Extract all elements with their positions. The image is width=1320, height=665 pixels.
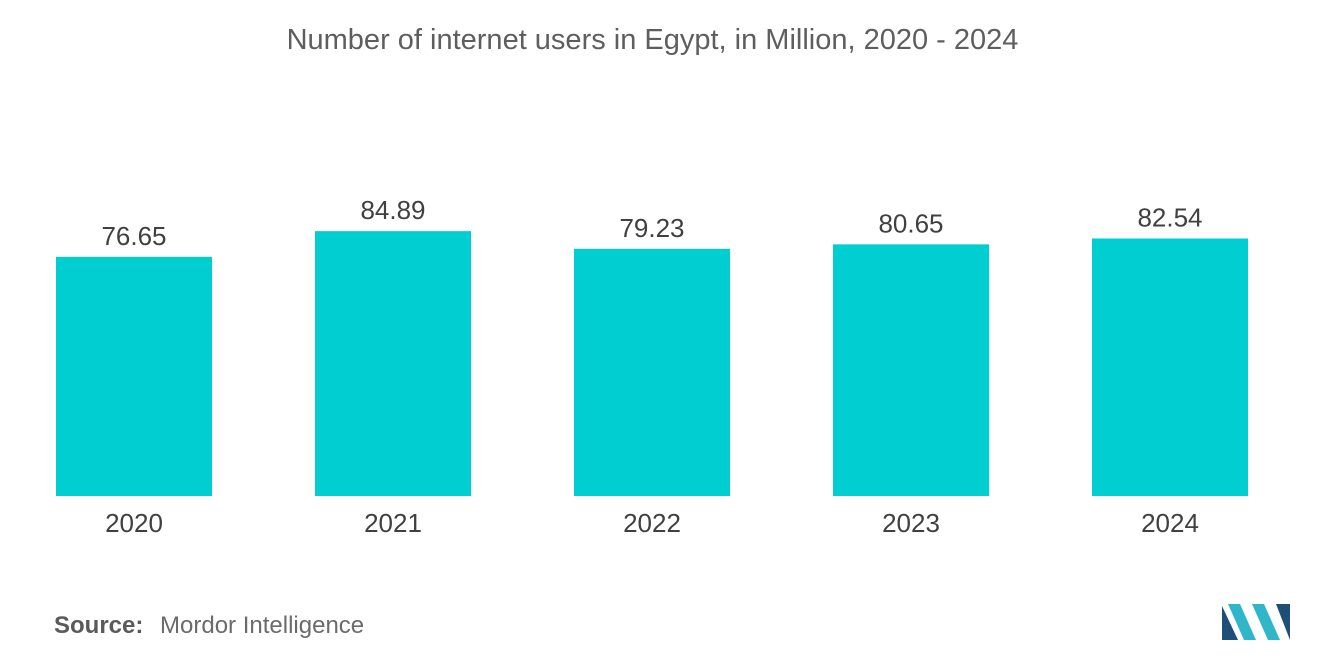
mordor-intelligence-logo — [1222, 604, 1290, 640]
logo-shape-right — [1276, 604, 1290, 640]
logo-shape-left — [1222, 606, 1238, 640]
data-label-2021: 84.89 — [360, 195, 425, 225]
logo-shape-mid2 — [1252, 604, 1280, 640]
bar-2020 — [56, 256, 212, 496]
x-tick-label-2024: 2024 — [1141, 508, 1199, 538]
bar-2021 — [315, 231, 471, 497]
x-tick-label-2023: 2023 — [882, 508, 940, 538]
source-line: Source: Mordor Intelligence — [54, 612, 364, 640]
x-tick-label-2020: 2020 — [105, 508, 163, 538]
data-label-2022: 79.23 — [619, 213, 684, 243]
x-tick-label-2022: 2022 — [623, 508, 681, 538]
data-label-2024: 82.54 — [1137, 202, 1202, 232]
data-labels-group: 76.65 84.89 79.23 80.65 82.54 — [101, 195, 1202, 251]
bars-group — [56, 231, 1248, 497]
data-label-2023: 80.65 — [878, 208, 943, 238]
chart-title: Number of internet users in Egypt, in Mi… — [286, 24, 1019, 56]
x-tick-label-2021: 2021 — [364, 508, 422, 538]
bar-2024 — [1092, 238, 1248, 496]
x-axis-ticks-group: 2020 2021 2022 2023 2024 — [105, 508, 1199, 538]
source-value: Mordor Intelligence — [160, 612, 365, 639]
bar-2023 — [833, 244, 989, 496]
data-label-2020: 76.65 — [101, 221, 166, 251]
source-label: Source: — [54, 612, 144, 639]
bar-2022 — [574, 248, 730, 496]
logo-shape-mid — [1228, 604, 1256, 640]
